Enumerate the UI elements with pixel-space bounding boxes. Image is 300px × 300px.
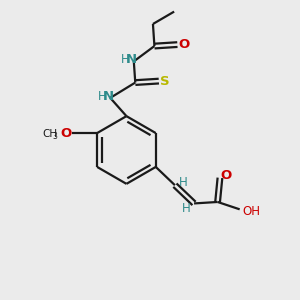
Text: H: H <box>179 176 188 189</box>
Text: H: H <box>182 202 190 215</box>
Text: 3: 3 <box>52 132 58 141</box>
Text: H: H <box>121 52 129 65</box>
Text: O: O <box>60 127 71 140</box>
Text: OH: OH <box>243 205 261 218</box>
Text: N: N <box>126 52 137 65</box>
Text: O: O <box>220 169 232 182</box>
Text: H: H <box>98 90 106 103</box>
Text: CH: CH <box>42 129 58 139</box>
Text: S: S <box>160 75 170 88</box>
Text: N: N <box>103 90 114 103</box>
Text: O: O <box>178 38 190 51</box>
